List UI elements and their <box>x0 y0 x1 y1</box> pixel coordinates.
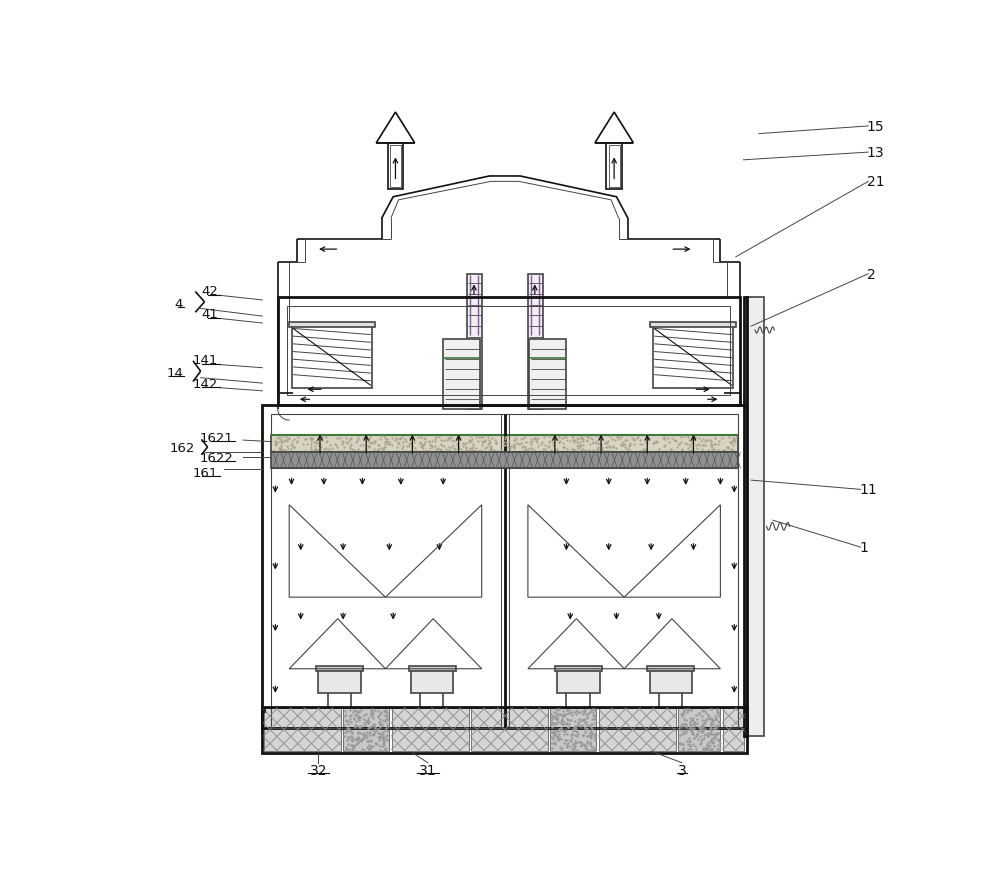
Bar <box>653 327 733 389</box>
Text: 4: 4 <box>175 297 183 310</box>
Bar <box>343 709 389 752</box>
Bar <box>409 667 456 671</box>
Bar <box>599 709 676 752</box>
Bar <box>289 323 375 327</box>
Text: 32: 32 <box>310 763 327 777</box>
Bar <box>723 709 744 752</box>
Bar <box>271 415 738 728</box>
Bar <box>443 339 480 409</box>
Text: 1: 1 <box>859 540 868 554</box>
Bar <box>550 709 596 752</box>
Bar <box>744 297 747 736</box>
Bar <box>278 297 740 405</box>
Bar <box>609 146 620 188</box>
Bar <box>388 144 403 189</box>
Bar <box>747 297 764 736</box>
Text: 142: 142 <box>193 377 218 390</box>
Bar <box>606 144 622 189</box>
Text: 42: 42 <box>201 285 218 298</box>
Text: 1622: 1622 <box>200 451 234 464</box>
Text: 162: 162 <box>170 441 195 454</box>
Polygon shape <box>595 113 633 144</box>
Text: 13: 13 <box>867 146 884 160</box>
Text: 1621: 1621 <box>200 431 234 444</box>
Bar <box>264 709 341 752</box>
Bar <box>529 339 566 409</box>
Text: 41: 41 <box>201 308 218 321</box>
Bar <box>528 275 543 409</box>
Text: 15: 15 <box>867 120 884 134</box>
Bar <box>292 327 372 389</box>
Bar <box>557 671 600 694</box>
Bar <box>678 709 720 752</box>
Text: 3: 3 <box>678 763 686 777</box>
Text: 141: 141 <box>193 354 218 367</box>
Bar <box>262 405 747 728</box>
Text: 11: 11 <box>859 483 877 496</box>
Bar <box>262 707 747 752</box>
Polygon shape <box>376 113 415 144</box>
Bar <box>555 667 602 671</box>
Bar <box>467 275 482 409</box>
Bar <box>287 307 730 396</box>
Text: 2: 2 <box>867 267 875 282</box>
Bar <box>271 453 738 468</box>
Text: 161: 161 <box>193 467 218 480</box>
Text: 31: 31 <box>419 763 437 777</box>
Bar <box>271 436 738 453</box>
Bar <box>471 709 548 752</box>
Text: 14: 14 <box>166 367 183 380</box>
Bar <box>650 323 736 327</box>
Bar <box>316 667 363 671</box>
Bar <box>411 671 453 694</box>
Bar <box>392 709 469 752</box>
Text: 21: 21 <box>867 175 884 189</box>
Bar <box>390 146 401 188</box>
Bar <box>650 671 692 694</box>
Bar <box>647 667 694 671</box>
Bar <box>318 671 361 694</box>
